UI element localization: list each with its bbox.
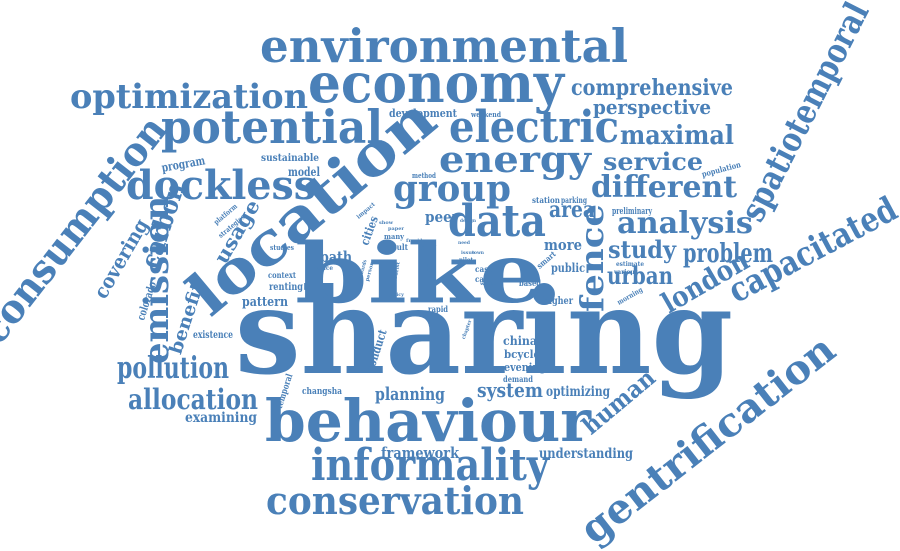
word-pollution: pollution (117, 351, 229, 386)
word-behaviour: behaviour (265, 387, 592, 455)
word-parking: parking (561, 195, 587, 205)
word-service: service (603, 147, 703, 176)
word-model: model (288, 165, 320, 179)
word-public: public (551, 261, 585, 275)
word-reduce: reduce (311, 265, 333, 272)
word-free: free (406, 238, 418, 244)
word-studies: studies (270, 243, 294, 252)
word-method: method (412, 171, 436, 180)
word-system: system (477, 378, 543, 402)
word-estimate: estimate (616, 261, 644, 268)
word-design: design (460, 218, 476, 224)
word-spatiotemporal: spatiotemporal (733, 0, 878, 228)
word-development: development (389, 107, 458, 120)
word-emission: emission (137, 196, 177, 364)
word-town: town (472, 250, 484, 256)
word-fence: fence (573, 204, 611, 312)
word-conservation: conservation (266, 478, 524, 523)
word-dockless: dockless (126, 162, 316, 209)
word-electric: electric (449, 102, 619, 153)
word-evening: evening (504, 361, 546, 374)
word-peer: peer (425, 208, 460, 226)
word-paper: paper (388, 226, 404, 232)
word-tourist: tourist (392, 261, 402, 282)
word-path: path (320, 248, 352, 266)
word-energy: energy (439, 139, 592, 181)
word-sustainable: sustainable (261, 153, 319, 164)
word-data: data (448, 196, 546, 247)
word-rapid: rapid (428, 304, 448, 314)
word-framework: framework (381, 444, 460, 462)
word-environmental: environmental (260, 19, 628, 73)
word-need: need (458, 240, 470, 246)
word-analysis: analysis (617, 206, 753, 241)
word-planning: planning (375, 384, 445, 405)
word-more: more (544, 236, 582, 254)
word-optimization: optimization (70, 77, 308, 117)
word-case: case (475, 264, 493, 274)
word-context: context (268, 270, 296, 280)
word-group: group (393, 168, 511, 210)
word-perspective: perspective (593, 95, 711, 119)
word-bike: bike (295, 226, 545, 322)
word-bcycle: bcycle (504, 348, 540, 361)
word-pilot: pilot (459, 257, 473, 264)
word-preliminary: preliminary (612, 207, 653, 217)
word-ride: ride (415, 238, 425, 244)
word-towards: towards (358, 259, 369, 280)
word-area: area (549, 197, 595, 223)
word-result: result (384, 242, 408, 252)
word-maximal: maximal (620, 121, 734, 151)
word-economy: economy (308, 51, 566, 115)
word-city: city (420, 242, 436, 252)
word-china: china (503, 334, 537, 348)
word-changsha: changsha (302, 387, 342, 397)
word-allocation: allocation (128, 383, 258, 416)
word-higher: higher (543, 296, 574, 307)
word-urban: urban (607, 261, 673, 290)
word-card: card (475, 274, 493, 284)
word-problem: problem (683, 239, 773, 269)
word-sharing: sharing (235, 262, 733, 401)
word-renting: renting (269, 282, 303, 293)
word-various: various (613, 269, 639, 276)
word-different: different (591, 170, 737, 205)
word-policy: policy (388, 292, 405, 298)
word-world: world (479, 281, 497, 287)
word-optimizing: optimizing (546, 384, 610, 400)
word-weekend: weekend (470, 110, 501, 119)
word-potential: potential (161, 100, 383, 154)
word-issue: issue (461, 250, 475, 256)
word-existence: existence (193, 330, 233, 341)
word-based: based (519, 278, 541, 288)
word-understanding: understanding (539, 446, 633, 462)
word-station: station (532, 195, 560, 205)
word-user: user (425, 257, 435, 279)
word-pattern: pattern (242, 295, 288, 310)
word-show: show (379, 220, 394, 226)
word-many: many (384, 232, 405, 241)
word-study: study (608, 235, 677, 264)
word-person: person (365, 261, 376, 282)
word-informality: informality (311, 440, 550, 491)
word-comprehensive: comprehensive (571, 75, 733, 101)
word-examining: examining (185, 410, 257, 426)
word-demand: demand (503, 374, 533, 384)
